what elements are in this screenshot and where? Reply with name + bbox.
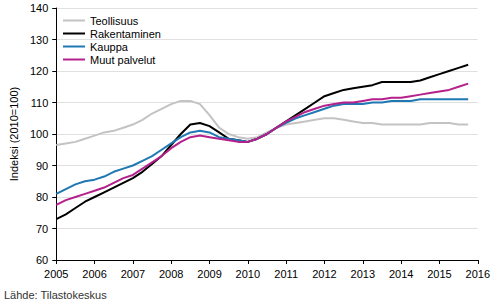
svg-text:120: 120 — [30, 65, 48, 77]
svg-text:2009: 2009 — [197, 268, 221, 280]
svg-text:2010: 2010 — [236, 268, 260, 280]
svg-text:100: 100 — [30, 128, 48, 140]
svg-text:2011: 2011 — [274, 268, 298, 280]
svg-text:2013: 2013 — [351, 268, 375, 280]
svg-text:110: 110 — [31, 97, 49, 109]
svg-text:2007: 2007 — [121, 268, 145, 280]
svg-text:80: 80 — [36, 191, 48, 203]
svg-text:2008: 2008 — [159, 268, 183, 280]
svg-text:Rakentaminen: Rakentaminen — [90, 28, 161, 40]
svg-text:2014: 2014 — [389, 268, 413, 280]
svg-text:Lähde: Tilastokeskus: Lähde: Tilastokeskus — [4, 289, 107, 301]
svg-text:130: 130 — [30, 34, 48, 46]
svg-text:90: 90 — [36, 160, 48, 172]
svg-text:140: 140 — [30, 2, 48, 14]
svg-text:Indeksi (2010=100): Indeksi (2010=100) — [8, 87, 20, 181]
svg-text:70: 70 — [36, 223, 48, 235]
svg-text:2012: 2012 — [312, 268, 336, 280]
svg-text:2006: 2006 — [82, 268, 106, 280]
svg-text:Teollisuus: Teollisuus — [90, 15, 139, 27]
svg-text:60: 60 — [36, 254, 48, 266]
svg-text:2005: 2005 — [44, 268, 68, 280]
svg-text:Muut palvelut: Muut palvelut — [90, 54, 155, 66]
svg-text:2016: 2016 — [466, 268, 490, 280]
svg-text:2015: 2015 — [427, 268, 451, 280]
svg-text:Kauppa: Kauppa — [90, 41, 129, 53]
